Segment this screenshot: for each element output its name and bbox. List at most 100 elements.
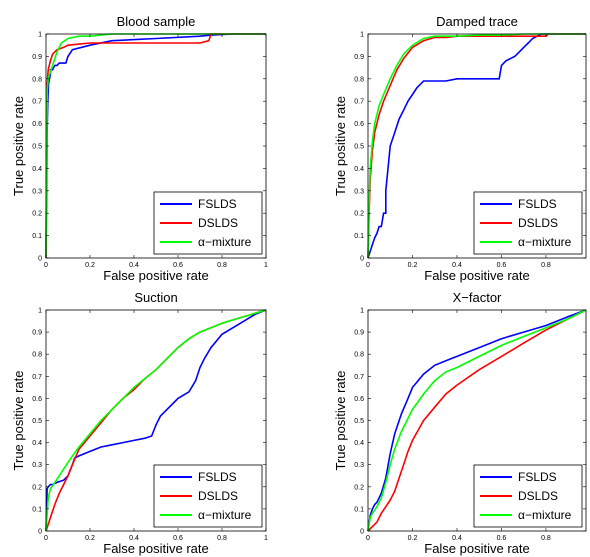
y-tick-label: 0.2 bbox=[32, 484, 42, 491]
x-axis-label: False positive rate bbox=[103, 541, 209, 556]
y-tick-label: 0.9 bbox=[354, 54, 364, 61]
roc-panel-2: Suction 0 0.1 0.2 0.3 0.4 0.5 0.6 0.7 0.8 0.9 1 0 0.2… bbox=[11, 290, 268, 556]
y-tick-label: 1 bbox=[360, 308, 364, 315]
y-tick-label: 0.7 bbox=[32, 99, 42, 106]
y-tick-label: 0 bbox=[360, 529, 364, 536]
series-line-2 bbox=[367, 309, 587, 532]
y-tick-label: 0.7 bbox=[32, 374, 42, 381]
x-tick-label: 0.6 bbox=[173, 535, 183, 542]
y-tick-label: 0.5 bbox=[354, 418, 364, 425]
y-tick-label: 0.9 bbox=[354, 330, 364, 337]
series-line-1 bbox=[367, 33, 586, 259]
y-tick-label: 0.2 bbox=[354, 484, 364, 491]
legend-label: FSLDS bbox=[198, 197, 237, 211]
legend-label: α−mixture bbox=[198, 508, 252, 522]
legend-label: DSLDS bbox=[518, 216, 558, 230]
x-tick-label: 0.8 bbox=[541, 535, 551, 542]
x-tick-label: 0.2 bbox=[408, 262, 418, 269]
y-tick-label: 0.8 bbox=[32, 76, 42, 83]
y-tick-label: 0.3 bbox=[354, 188, 364, 195]
y-tick-label: 0.5 bbox=[354, 144, 364, 151]
series-line-0 bbox=[367, 33, 586, 259]
y-tick-label: 0.4 bbox=[32, 166, 42, 173]
x-axis-label: False positive rate bbox=[103, 268, 209, 283]
x-tick-label: 1 bbox=[264, 262, 268, 269]
x-tick-label: 0.8 bbox=[541, 262, 551, 269]
legend: FSLDS DSLDS α−mixture bbox=[473, 464, 583, 528]
x-tick-label: 0.2 bbox=[408, 535, 418, 542]
series-line-0 bbox=[45, 33, 266, 259]
series-line-1 bbox=[367, 309, 587, 532]
y-tick-label: 0.4 bbox=[354, 166, 364, 173]
x-tick-label: 0.4 bbox=[129, 262, 139, 269]
y-tick-label: 0.2 bbox=[354, 211, 364, 218]
y-tick-label: 1 bbox=[38, 308, 42, 315]
x-tick-label: 0.4 bbox=[452, 262, 462, 269]
y-tick-label: 0.9 bbox=[32, 54, 42, 61]
legend-label: FSLDS bbox=[198, 470, 237, 484]
legend-label: DSLDS bbox=[198, 489, 238, 503]
y-tick-label: 1 bbox=[38, 32, 42, 39]
legend-label: α−mixture bbox=[518, 235, 572, 249]
x-tick-label: 0.2 bbox=[85, 535, 95, 542]
y-axis-label: True positive rate bbox=[11, 371, 26, 471]
series-line-2 bbox=[45, 309, 267, 532]
y-tick-label: 0.7 bbox=[354, 374, 364, 381]
y-tick-label: 0.1 bbox=[354, 233, 364, 240]
roc-panel-3: X−factor 0 0.1 0.2 0.3 0.4 0.5 0.6 0.7 0.8 0.9 1 0 0.… bbox=[333, 290, 587, 556]
series-line-0 bbox=[367, 309, 587, 532]
legend-label: α−mixture bbox=[518, 508, 572, 522]
legend: FSLDS DSLDS α−mixture bbox=[153, 464, 263, 528]
x-tick-label: 0 bbox=[44, 535, 48, 542]
legend-label: DSLDS bbox=[518, 489, 558, 503]
roc-panel-1: Damped trace 0 0.1 0.2 0.3 0.4 0.5 0.6 0.7 0.8 0.9… bbox=[333, 14, 587, 283]
x-tick-label: 0.4 bbox=[129, 535, 139, 542]
x-tick-label: 0.2 bbox=[85, 262, 95, 269]
y-tick-label: 1 bbox=[360, 32, 364, 39]
x-tick-label: 0.4 bbox=[452, 535, 462, 542]
x-tick-label: 0.6 bbox=[497, 262, 507, 269]
y-axis-label: True positive rate bbox=[333, 96, 348, 196]
series-line-2 bbox=[367, 33, 586, 259]
y-tick-label: 0.7 bbox=[354, 99, 364, 106]
y-tick-label: 0.6 bbox=[32, 121, 42, 128]
y-tick-label: 0.6 bbox=[32, 396, 42, 403]
y-tick-label: 0.6 bbox=[354, 121, 364, 128]
x-tick-label: 0 bbox=[44, 262, 48, 269]
y-tick-label: 0.3 bbox=[32, 462, 42, 469]
y-tick-label: 0.6 bbox=[354, 396, 364, 403]
y-tick-label: 0.1 bbox=[354, 506, 364, 513]
y-tick-label: 0.3 bbox=[32, 188, 42, 195]
y-tick-label: 0 bbox=[360, 256, 364, 263]
y-tick-label: 0.8 bbox=[32, 352, 42, 359]
y-tick-label: 0.5 bbox=[32, 418, 42, 425]
y-tick-label: 0.1 bbox=[32, 233, 42, 240]
y-tick-label: 0.2 bbox=[32, 211, 42, 218]
x-tick-label: 0.8 bbox=[217, 535, 227, 542]
roc-panel-0: Blood sample 0 0.1 0.2 0.3 0.4 0.5 0.6 0.7 0.8 0.9… bbox=[11, 14, 268, 283]
chart-title: Suction bbox=[134, 290, 177, 305]
x-tick-label: 0 bbox=[366, 535, 370, 542]
legend-label: FSLDS bbox=[518, 197, 557, 211]
y-tick-label: 0 bbox=[38, 529, 42, 536]
chart-title: Blood sample bbox=[117, 14, 196, 29]
y-axis-label: True positive rate bbox=[11, 96, 26, 196]
y-tick-label: 0.4 bbox=[32, 440, 42, 447]
y-tick-label: 0.1 bbox=[32, 506, 42, 513]
x-tick-label: 0.6 bbox=[497, 535, 507, 542]
y-axis-label: True positive rate bbox=[333, 371, 348, 471]
chart-title: Damped trace bbox=[436, 14, 518, 29]
legend-label: FSLDS bbox=[518, 470, 557, 484]
y-tick-label: 0.3 bbox=[354, 462, 364, 469]
legend: FSLDS DSLDS α−mixture bbox=[473, 191, 583, 255]
legend-label: α−mixture bbox=[198, 235, 252, 249]
x-tick-label: 0 bbox=[366, 262, 370, 269]
chart-title: X−factor bbox=[453, 290, 502, 305]
legend: FSLDS DSLDS α−mixture bbox=[153, 191, 263, 255]
x-tick-label: 0.8 bbox=[217, 262, 227, 269]
x-axis-label: False positive rate bbox=[424, 541, 530, 556]
legend-label: DSLDS bbox=[198, 216, 238, 230]
x-tick-label: 0.6 bbox=[173, 262, 183, 269]
series-line-1 bbox=[45, 33, 266, 259]
